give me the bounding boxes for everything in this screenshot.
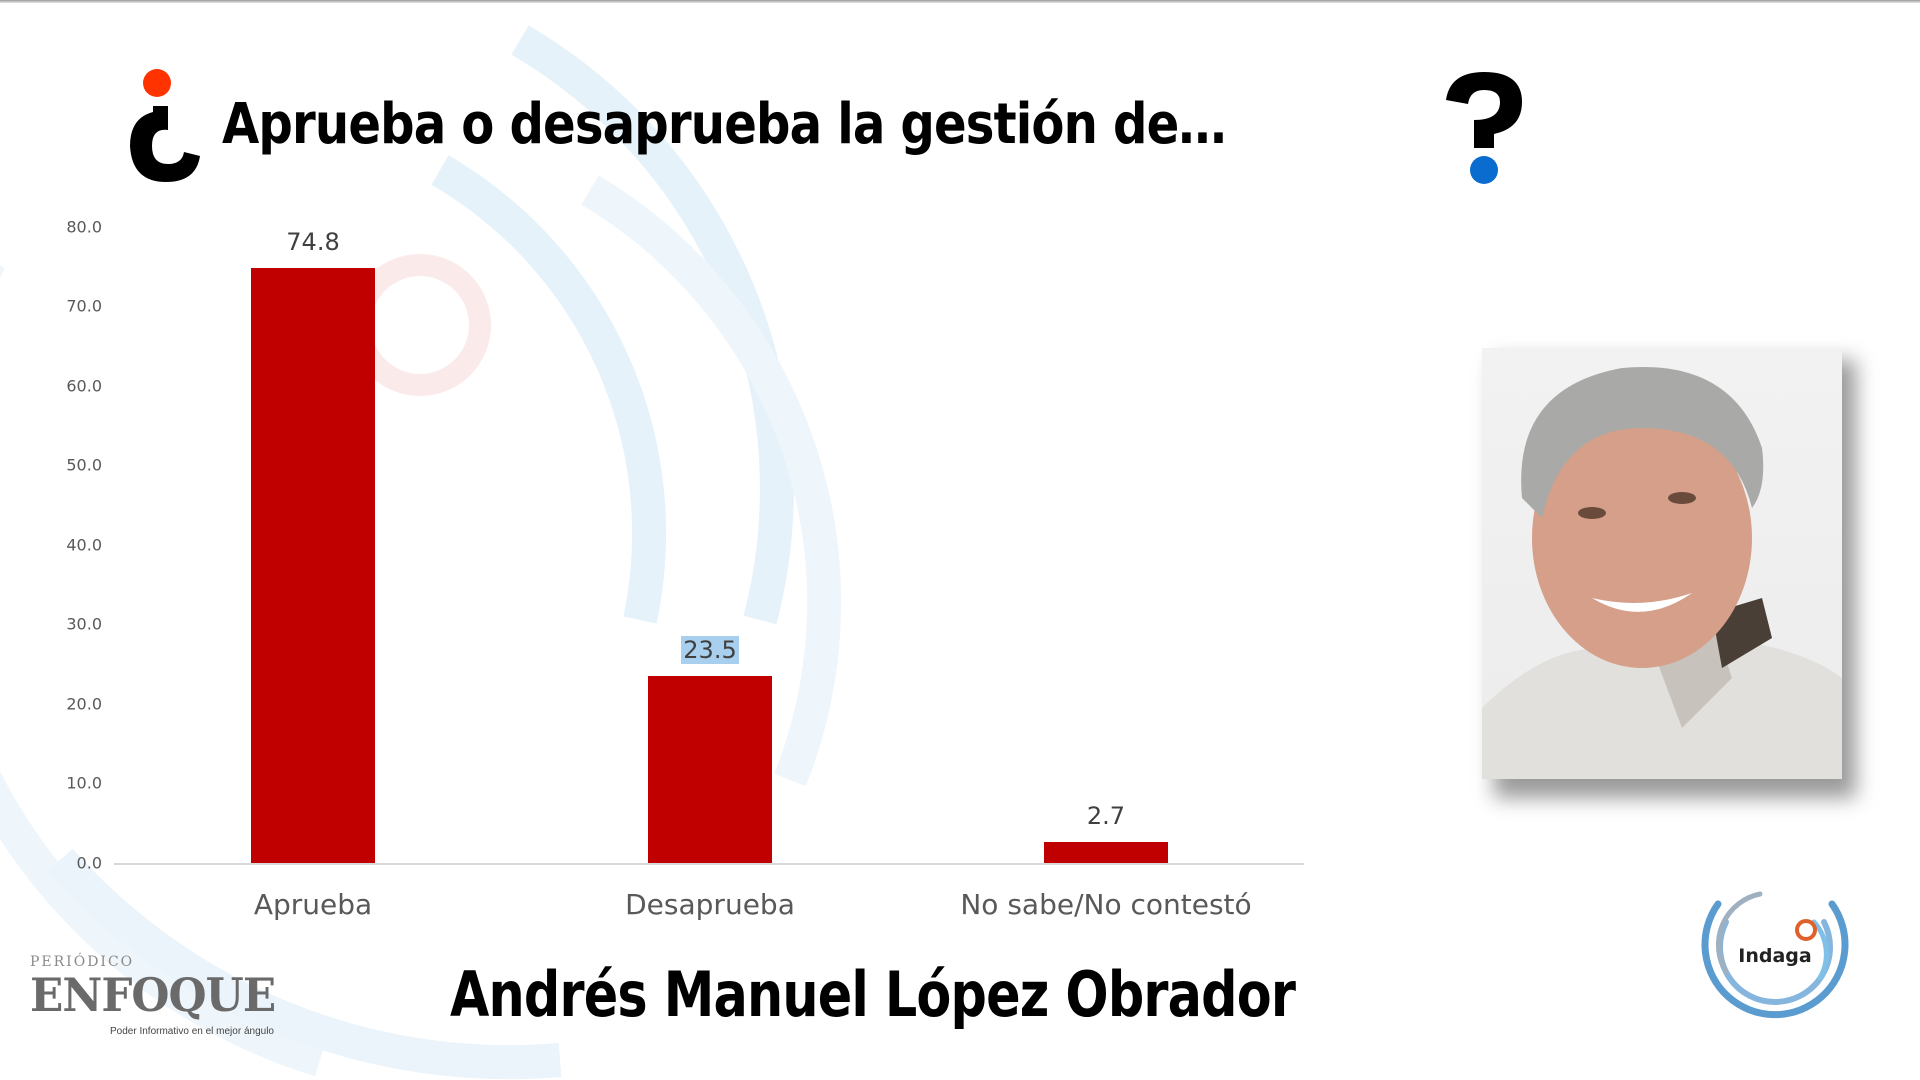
enfoque-wordmark: ENFOQUE	[30, 968, 276, 1022]
y-tick-label: 60.0	[66, 376, 102, 396]
subject-name: Andrés Manuel López Obrador	[450, 958, 1296, 1031]
portrait-photo	[1482, 348, 1842, 779]
bar-aprueba	[251, 268, 375, 863]
enfoque-tagline: Poder Informativo en el mejor ángulo	[110, 1026, 274, 1037]
y-tick-label: 10.0	[66, 773, 102, 793]
y-tick-label: 30.0	[66, 614, 102, 634]
bar-value-label: 74.8	[286, 228, 340, 256]
inverted-question-mark-icon	[130, 69, 200, 182]
category-label: Aprueba	[253, 888, 373, 921]
question-mark-icon	[1446, 72, 1522, 184]
x-axis-line	[114, 863, 1304, 865]
enfoque-kicker: PERIÓDICO	[30, 954, 135, 970]
bar-value-label: 23.5	[648, 636, 772, 664]
y-tick-label: 20.0	[66, 694, 102, 714]
bar-value-label: 2.7	[1086, 802, 1126, 830]
top-border	[0, 0, 1920, 3]
y-tick-label: 80.0	[66, 217, 102, 237]
bar-desaprueba	[648, 676, 772, 863]
category-label: No sabe/No contestó	[960, 888, 1252, 921]
portrait-illustration	[1482, 367, 1842, 779]
enfoque-logo: PERIÓDICO ENFOQUE Poder Informativo en e…	[30, 952, 280, 1042]
y-tick-label: 40.0	[66, 535, 102, 555]
y-tick-label: 50.0	[66, 455, 102, 475]
indaga-logo: Indaga	[1701, 891, 1849, 1019]
y-tick-label: 70.0	[66, 296, 102, 316]
page-title: Aprueba o desaprueba la gestión de…	[222, 92, 1227, 157]
indaga-label: Indaga	[1738, 945, 1811, 967]
y-tick-label: 0.0	[76, 853, 102, 873]
bar-no-sabe	[1044, 842, 1168, 863]
category-label: Desaprueba	[625, 888, 795, 921]
highlighted-value: 23.5	[681, 636, 739, 664]
